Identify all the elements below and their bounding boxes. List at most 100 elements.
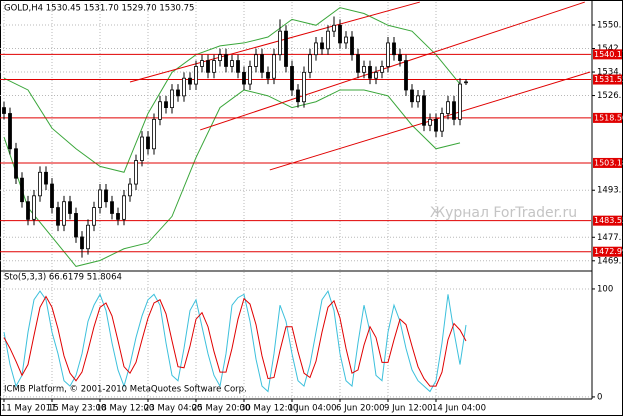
level-price-box xyxy=(593,74,622,85)
candle-body xyxy=(182,77,186,97)
x-tick-label: 9 Jun 12:00 xyxy=(384,404,433,414)
copyright: ICMB Platform, © 2001-2010 MetaQuotes So… xyxy=(4,385,247,395)
y-tick-label: 1493.90 xyxy=(597,186,623,196)
candle-body xyxy=(128,183,132,197)
candle-body xyxy=(464,81,468,84)
candle-body xyxy=(422,95,426,126)
candle-body xyxy=(188,77,192,85)
candle-body xyxy=(278,30,282,56)
x-tick-label: 14 Jun 04:00 xyxy=(432,404,486,414)
candle-body xyxy=(158,101,162,120)
x-tick-label: 6 Jun 20:00 xyxy=(336,404,385,414)
level-price-box xyxy=(593,49,622,60)
candle-body xyxy=(38,171,42,197)
candle-body xyxy=(434,118,438,132)
level-price-box xyxy=(593,215,622,226)
level-price-label: 1472.99 xyxy=(594,247,623,256)
candle-body xyxy=(332,24,336,32)
candle-body xyxy=(284,30,288,67)
oscillator-line xyxy=(3,295,467,387)
candle-body xyxy=(290,66,294,91)
x-tick-label: 18 May 12:00 xyxy=(96,404,154,414)
y-tick-label: 1542.10 xyxy=(597,44,623,54)
candle-body xyxy=(302,71,306,103)
x-tick-label: 11 May 2011 xyxy=(1,404,56,414)
candle-body xyxy=(314,42,318,56)
level-price-label: 1518.50 xyxy=(594,113,623,122)
candle-body xyxy=(344,36,348,44)
candle-body xyxy=(386,42,390,67)
candle-body xyxy=(350,36,354,56)
y-tick-label: 1534.10 xyxy=(597,68,623,78)
y-tick-label: 1469.90 xyxy=(597,256,623,266)
candle-body xyxy=(2,107,6,114)
candle-body xyxy=(266,71,270,79)
candle-body xyxy=(14,148,18,179)
trend-line xyxy=(129,1,420,83)
x-tick-label: 25 May 20:00 xyxy=(192,404,250,414)
level-price-label: 1540.11 xyxy=(594,50,623,59)
level-price-label: 1483.55 xyxy=(594,216,623,225)
candle-body xyxy=(458,83,462,120)
y-tick-label: 1526.10 xyxy=(597,91,623,101)
candle-body xyxy=(86,224,90,250)
candle-body xyxy=(362,66,366,73)
watermark: Журнал ForTrader.ru xyxy=(430,205,577,221)
symbol-header: GOLD,H4 1530.45 1531.70 1529.70 1530.75 xyxy=(4,4,194,14)
candle-body xyxy=(104,189,108,203)
candle-body xyxy=(398,54,402,61)
candle-body xyxy=(416,95,420,103)
candle-body xyxy=(248,66,252,85)
x-tick-label: 1 Jun 04:00 xyxy=(288,404,337,414)
candle-body xyxy=(410,89,414,103)
candle-body xyxy=(230,60,234,67)
candle-body xyxy=(380,66,384,73)
candle-body xyxy=(308,54,312,73)
candle-body xyxy=(374,71,378,79)
candle-body xyxy=(20,177,24,203)
candle-body xyxy=(200,60,204,67)
candle-body xyxy=(212,60,216,73)
candle-body xyxy=(74,213,78,238)
candle-body xyxy=(134,160,138,185)
candle-body xyxy=(260,54,264,73)
candle-body xyxy=(218,54,222,61)
candle-body xyxy=(326,30,330,50)
y-tick-label: 100 xyxy=(597,284,613,294)
candle-body xyxy=(356,54,360,73)
candle-body xyxy=(446,101,450,114)
candle-body xyxy=(116,213,120,220)
candle-body xyxy=(56,207,60,226)
candle-body xyxy=(98,189,102,208)
candle-body xyxy=(32,195,36,220)
bollinger-band xyxy=(3,89,461,267)
candle-body xyxy=(170,89,174,109)
candle-body xyxy=(152,118,156,150)
candle-body xyxy=(140,136,144,161)
candle-body xyxy=(146,136,150,150)
candle-body xyxy=(320,42,324,50)
candle-body xyxy=(26,201,30,220)
candle-body xyxy=(206,60,210,73)
level-price-box xyxy=(593,246,622,257)
x-tick-label: 23 May 04:00 xyxy=(144,404,202,414)
candle-body xyxy=(92,207,96,226)
oscillator-line xyxy=(3,289,467,393)
candle-body xyxy=(44,171,48,185)
candle-body xyxy=(272,54,276,79)
level-price-box xyxy=(593,112,622,123)
candle-body xyxy=(452,101,456,120)
candle-body xyxy=(254,54,258,67)
candle-body xyxy=(164,101,168,109)
candle-body xyxy=(62,201,66,226)
candle-body xyxy=(80,236,84,250)
x-tick-label: 15 May 23:00 xyxy=(48,404,106,414)
candle-body xyxy=(440,113,444,132)
candle-body xyxy=(236,60,240,73)
candle-body xyxy=(8,113,12,150)
candle-body xyxy=(392,42,396,56)
y-tick-label: 1477.90 xyxy=(597,233,623,243)
candle-body xyxy=(50,183,54,208)
y-tick-label: 0 xyxy=(597,392,602,402)
candle-body xyxy=(122,195,126,220)
